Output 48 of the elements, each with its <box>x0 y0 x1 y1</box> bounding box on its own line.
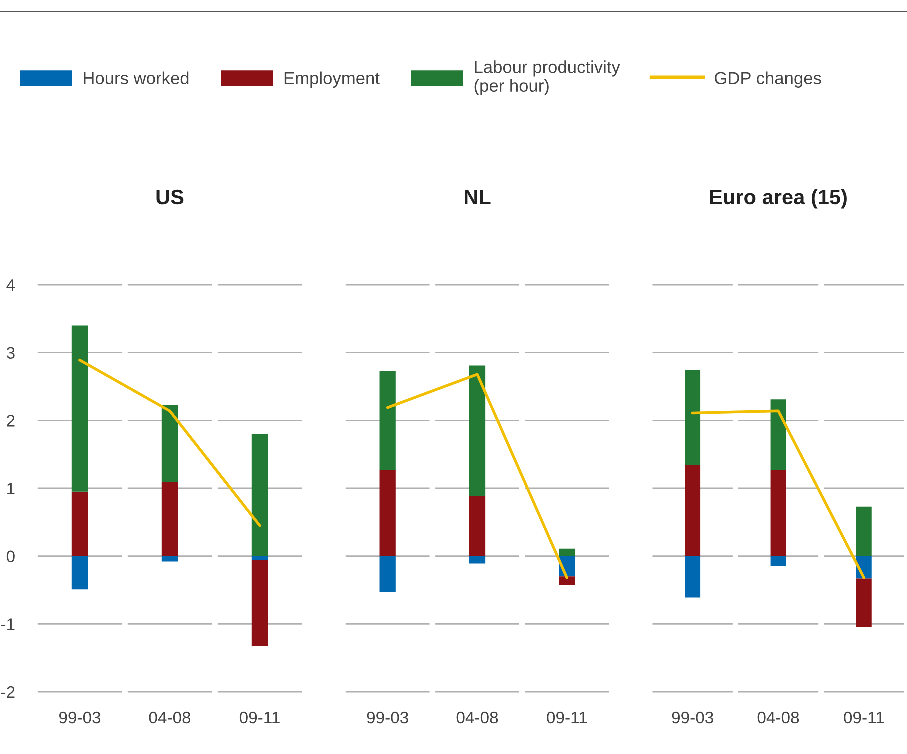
bar <box>685 556 701 598</box>
bar <box>469 366 486 496</box>
legend-label: Labour productivity (per hour) <box>474 60 620 96</box>
bar <box>380 556 396 592</box>
y-tick-label: -1 <box>1 618 15 630</box>
y-tick-label: -2 <box>1 686 15 698</box>
bar <box>770 470 786 556</box>
bar <box>559 548 576 556</box>
bar <box>162 405 178 482</box>
chart-title: US <box>156 190 184 205</box>
bar <box>380 470 396 556</box>
bar <box>559 576 576 586</box>
y-tick-label: 3 <box>6 347 15 360</box>
bar <box>162 482 178 556</box>
legend-label: Employment <box>284 72 380 88</box>
x-tick-label: 04-08 <box>149 712 191 724</box>
legend-label: GDP changes <box>715 72 822 88</box>
bar <box>72 326 88 492</box>
bar <box>72 556 88 590</box>
bar <box>469 496 486 556</box>
y-tick-label: 2 <box>7 415 15 427</box>
bar <box>469 556 486 564</box>
legend-label: Hours worked <box>84 72 189 85</box>
x-tick-label: 09-11 <box>240 712 280 724</box>
chart-title: NL <box>465 190 491 204</box>
bar <box>685 465 701 556</box>
bar <box>770 400 786 470</box>
x-tick-label: 99-03 <box>59 712 101 724</box>
bar <box>72 492 88 556</box>
bar <box>162 556 178 562</box>
x-tick-label: 04-08 <box>456 712 498 724</box>
bar <box>252 434 268 556</box>
x-tick-label: 99-03 <box>672 712 714 724</box>
y-tick-label: 1 <box>8 483 15 495</box>
bar <box>252 560 268 647</box>
y-tick-label: 0 <box>6 550 15 563</box>
x-tick-label: 99-03 <box>367 712 408 724</box>
bar <box>252 556 268 560</box>
bar <box>685 370 701 466</box>
chart-title: Euro area (15) <box>710 189 847 209</box>
bar <box>380 371 396 470</box>
bar <box>770 556 786 567</box>
x-tick-label: 04-08 <box>758 712 800 724</box>
x-tick-label: 09-11 <box>844 712 884 724</box>
bar <box>856 578 872 628</box>
x-tick-label: 09-11 <box>547 712 588 724</box>
bar <box>856 506 872 556</box>
y-tick-label: 4 <box>6 280 16 292</box>
